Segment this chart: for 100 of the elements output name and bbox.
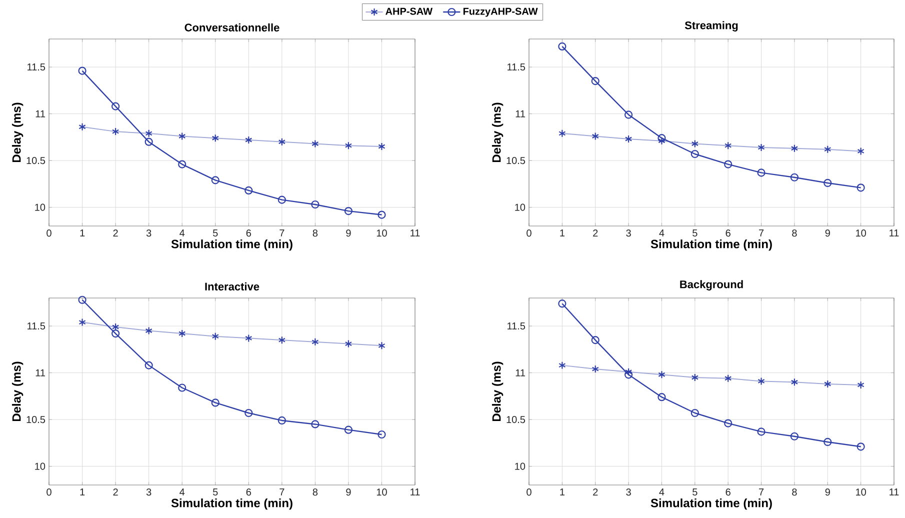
point — [790, 378, 798, 386]
y-tick-label: 10.5 — [506, 416, 526, 424]
y-tick-label: 11.5 — [508, 322, 526, 330]
x-tick-label: 0 — [46, 488, 52, 496]
point — [278, 336, 286, 344]
x-tick-label: 8 — [792, 488, 797, 496]
x-tick-label: 3 — [626, 230, 631, 237]
point — [790, 432, 799, 440]
x-tick-label: 6 — [246, 488, 251, 496]
point — [558, 300, 566, 308]
point — [245, 334, 252, 342]
x-tick-label: 2 — [593, 230, 598, 237]
point — [78, 296, 86, 304]
point — [824, 438, 832, 446]
point — [790, 173, 799, 182]
x-tick-label: 5 — [692, 488, 698, 496]
point — [724, 160, 732, 168]
point — [856, 184, 865, 192]
point — [758, 377, 765, 386]
legend-label: AHP-SAW — [386, 8, 433, 15]
point — [344, 426, 353, 434]
x-tick-label: 4 — [180, 488, 185, 496]
x-tick-label: 3 — [146, 230, 152, 237]
point — [112, 102, 120, 110]
x-tick-label: 8 — [312, 488, 318, 496]
x-tick-label: 9 — [346, 230, 351, 237]
y-tick-label: 10 — [515, 462, 526, 470]
x-tick-label: 3 — [146, 488, 152, 496]
x-tick-label: 4 — [180, 230, 185, 236]
y-tick-label: 11 — [516, 369, 525, 376]
point — [691, 373, 698, 382]
y-tick-label: 11.5 — [28, 64, 46, 71]
point — [690, 408, 699, 418]
x-tick-label: 11 — [410, 488, 420, 496]
point — [212, 332, 219, 340]
point — [78, 318, 86, 326]
x-tick-label: 0 — [46, 230, 52, 237]
point — [78, 122, 86, 131]
point — [178, 132, 186, 140]
y-tick-label: 11 — [36, 110, 45, 118]
chart-title: Background — [680, 280, 743, 290]
point — [558, 129, 566, 138]
x-tick-label: 10 — [376, 488, 387, 496]
y-axis-title: Delay (ms) — [492, 102, 504, 162]
y-tick-label: 11 — [36, 369, 45, 376]
x-tick-label: 7 — [759, 230, 764, 236]
x-tick-label: 3 — [626, 488, 631, 496]
point — [378, 342, 386, 350]
point — [344, 142, 352, 150]
point — [824, 380, 832, 388]
x-axis-title: Simulation time (min) — [171, 498, 292, 510]
x-tick-label: 9 — [346, 488, 351, 496]
point — [112, 329, 120, 338]
point — [658, 136, 666, 145]
x-axis-title: Simulation time (min) — [650, 239, 772, 251]
point — [278, 416, 286, 425]
x-tick-label: 5 — [212, 488, 218, 496]
x-tick-label: 8 — [792, 230, 797, 237]
x-tick-label: 10 — [856, 230, 866, 237]
x-tick-label: 5 — [212, 230, 218, 236]
point — [724, 374, 732, 382]
point — [245, 136, 252, 144]
x-axis-title: Simulation time (min) — [650, 498, 772, 510]
y-tick-label: 10 — [35, 462, 46, 470]
x-tick-label: 0 — [526, 488, 532, 496]
point — [244, 186, 253, 195]
point — [212, 134, 219, 142]
point — [112, 128, 120, 136]
point — [311, 420, 320, 428]
point — [757, 428, 766, 436]
x-tick-label: 4 — [659, 488, 664, 496]
point — [757, 168, 766, 177]
y-tick-label: 10.5 — [506, 157, 526, 164]
x-tick-label: 2 — [113, 488, 118, 496]
point — [824, 145, 832, 154]
x-tick-label: 11 — [410, 230, 420, 236]
y-axis-title: Delay (ms) — [12, 362, 24, 422]
point — [178, 384, 186, 392]
x-tick-label: 10 — [856, 488, 866, 496]
point — [558, 361, 566, 370]
point — [758, 143, 765, 152]
point — [211, 176, 220, 184]
y-axis-title: Delay (ms) — [12, 102, 24, 162]
point — [724, 142, 732, 150]
point — [624, 110, 633, 119]
point — [624, 370, 633, 379]
point — [724, 419, 732, 428]
y-tick-label: 10 — [35, 204, 46, 211]
point — [378, 210, 386, 219]
point — [244, 408, 253, 418]
point — [144, 138, 153, 146]
x-tick-label: 9 — [825, 230, 830, 237]
point — [658, 393, 666, 402]
x-tick-label: 11 — [890, 230, 899, 236]
point — [592, 365, 599, 374]
x-tick-label: 8 — [312, 230, 318, 237]
point — [658, 370, 666, 379]
y-tick-label: 11.5 — [28, 322, 46, 330]
x-tick-label: 2 — [593, 488, 598, 496]
point — [658, 134, 666, 142]
